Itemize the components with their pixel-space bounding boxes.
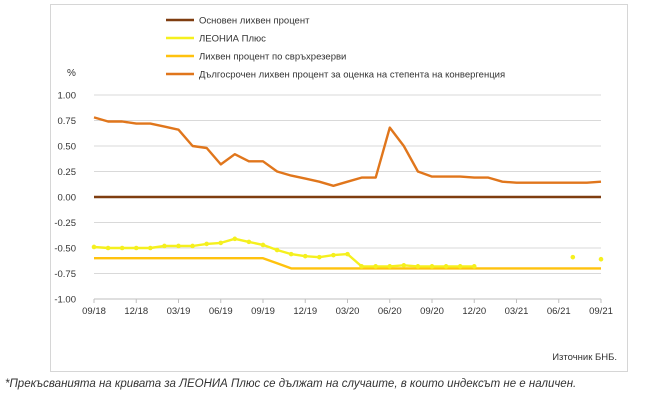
data-point (359, 264, 364, 269)
data-point (176, 243, 181, 249)
legend-entry: Основен лихвен процент (199, 16, 310, 27)
series-line (94, 256, 601, 270)
x-tick-label: 03/21 (505, 306, 529, 317)
data-point (162, 243, 167, 249)
data-point (331, 252, 336, 258)
y-tick-label: -0.75 (54, 269, 76, 280)
legend-entry: ЛЕОНИА Плюс (199, 34, 266, 45)
x-tick-label: 12/19 (293, 306, 317, 317)
x-tick-label: 06/19 (209, 306, 233, 317)
data-point (204, 241, 209, 247)
y-axis: 1.00 0.75 0.50 0.25 0.00 -0.25 -0.50 -0.75 -1.00 (54, 91, 76, 306)
series-line (93, 116, 602, 188)
data-point (218, 240, 224, 246)
data-point (260, 242, 266, 248)
data-point (190, 243, 195, 249)
series-line (93, 237, 475, 268)
footnote: *Прекъсванията на кривата за ЛЕОНИА Плюс… (5, 378, 577, 390)
data-point (91, 244, 97, 250)
data-point (429, 264, 435, 269)
data-point (119, 245, 125, 251)
data-point (105, 245, 111, 251)
data-point (570, 254, 576, 260)
x-tick-label: 09/21 (589, 306, 613, 317)
data-point (232, 236, 238, 242)
y-tick-label: -0.25 (54, 218, 76, 229)
x-tick-label: 12/18 (124, 306, 148, 317)
data-point (598, 256, 604, 262)
y-tick-label: 0.00 (58, 193, 77, 204)
data-point (345, 251, 350, 257)
data-point (148, 245, 153, 251)
x-tick-label: 06/20 (378, 306, 402, 317)
legend-entry: Лихвен процент по свръхрезерви (199, 52, 346, 63)
y-tick-label: 1.00 (58, 91, 77, 102)
x-tick-label: 03/19 (167, 306, 191, 317)
x-tick-label: 09/19 (251, 306, 275, 317)
series-3 (93, 116, 602, 188)
x-axis: 09/18 12/18 03/19 06/19 09/19 12/19 03/20 06/20… (82, 298, 613, 317)
line-chart: 1.00 0.75 0.50 0.25 0.00 -0.25 -0.50 -0.75 -1.00… (54, 16, 617, 364)
data-point (302, 253, 308, 259)
data-point (246, 239, 252, 245)
data-point (401, 263, 407, 268)
data-point (317, 254, 322, 260)
source-note: Източник БНБ. (552, 352, 617, 363)
data-point (274, 247, 280, 253)
data-point (373, 264, 378, 269)
legend: Основен лихвен процент ЛЕОНИА Плюс Лихвен … (166, 16, 505, 81)
x-tick-label: 12/20 (462, 306, 486, 317)
y-tick-label: 0.25 (58, 167, 77, 178)
data-point (133, 245, 139, 251)
y-tick-label: 0.50 (58, 142, 77, 153)
series-1 (91, 236, 604, 269)
series-2 (94, 256, 601, 270)
x-tick-label: 06/21 (547, 306, 571, 317)
data-point (415, 264, 421, 269)
data-point (443, 264, 449, 269)
plot-area (91, 116, 604, 270)
data-point (288, 251, 294, 257)
data-point (387, 264, 393, 269)
x-tick-label: 03/20 (336, 306, 360, 317)
data-point (457, 264, 463, 269)
y-tick-label: -1.00 (54, 295, 76, 306)
data-point (471, 264, 477, 269)
x-tick-label: 09/20 (420, 306, 444, 317)
y-tick-label: 0.75 (58, 116, 77, 127)
legend-entry: Дългосрочен лихвен процент за оценка на … (199, 70, 505, 81)
chart-frame: 1.00 0.75 0.50 0.25 0.00 -0.25 -0.50 -0.75 -1.00… (50, 4, 628, 372)
y-tick-label: -0.50 (54, 244, 76, 255)
x-tick-label: 09/18 (82, 306, 106, 317)
y-unit-label: % (67, 68, 76, 79)
